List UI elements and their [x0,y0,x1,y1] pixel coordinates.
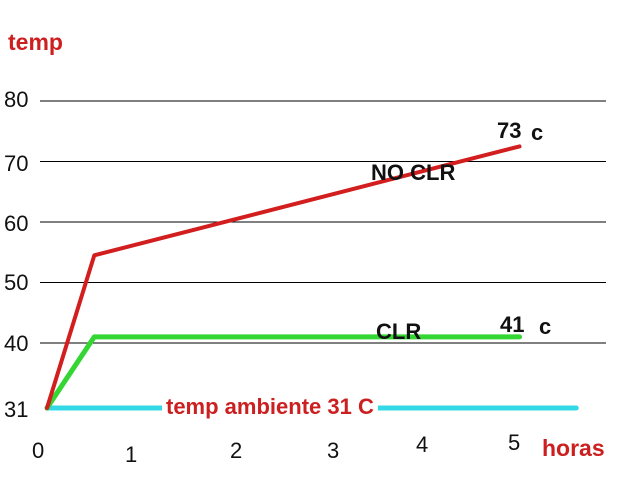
x-tick-label: 5 [508,430,520,455]
y-tick-label: 80 [4,87,28,112]
x-tick-label: 0 [32,438,44,463]
end-label-no-clr: 73 [497,118,521,143]
x-tick-label: 3 [327,438,339,463]
series-labels: NO CLR 73 c CLR 41 c temp ambiente 31 C [166,118,551,419]
end-unit-no-clr: c [531,120,543,145]
end-unit-clr: c [539,314,551,339]
x-tick-label: 4 [416,432,428,457]
gridlines [40,100,606,344]
end-label-clr: 41 [500,312,524,337]
series-line-1 [44,334,522,411]
y-axis-title: temp [8,29,63,55]
series-label-clr: CLR [376,319,421,344]
y-tick-label: 40 [4,331,28,356]
y-tick-label: 70 [4,151,28,176]
x-axis-title: horas [542,435,605,461]
y-axis: temp 31 40 50 60 70 80 [4,29,63,422]
series-lines [44,144,579,420]
x-axis: 0 1 2 3 4 5 horas [32,430,605,467]
y-tick-label: 50 [4,270,28,295]
y-tick-label: 60 [4,211,28,236]
series-label-no-clr: NO CLR [371,160,455,185]
x-tick-label: 2 [230,438,242,463]
x-tick-label: 1 [125,442,137,467]
ambient-label-backing [162,393,378,420]
series-line-0 [45,144,522,410]
series-label-ambient: temp ambiente 31 C [166,394,374,419]
y-tick-label: 31 [4,397,28,422]
